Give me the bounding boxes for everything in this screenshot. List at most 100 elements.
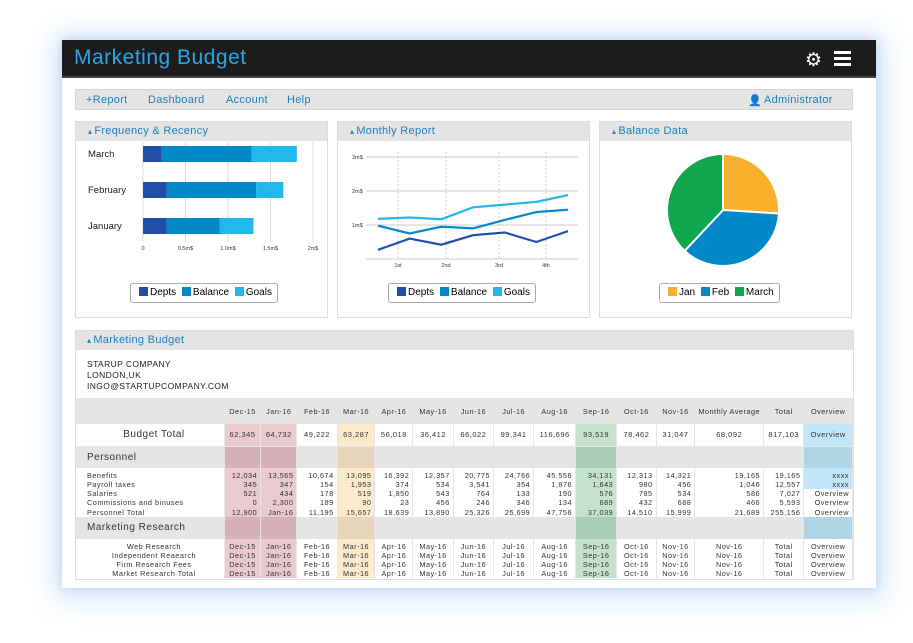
cell: 466	[694, 498, 765, 508]
line-depts	[377, 230, 569, 251]
table-row: Personnel Total 12,900 Jan-16 11,195 15,657 1…	[76, 507, 853, 517]
title-bar: Marketing Budget ⚙	[62, 40, 876, 78]
cell: Total	[763, 569, 805, 579]
cell: Feb-16	[296, 398, 338, 424]
cell: 36,412	[412, 424, 454, 447]
x-tick-label: 2m$	[308, 246, 319, 252]
nav-help[interactable]: Help	[287, 94, 311, 106]
cell: Jan-16	[260, 559, 298, 570]
cell	[493, 446, 535, 468]
cell	[694, 516, 765, 539]
cell: Feb-16	[296, 550, 338, 560]
cell: 7,027	[763, 489, 805, 499]
hamburger-icon[interactable]	[834, 51, 851, 69]
category-label: January	[88, 221, 122, 232]
cell: Dec-15	[224, 538, 262, 551]
cell: Nov-16	[656, 559, 696, 570]
cell: 12,313	[616, 468, 657, 480]
panel-title[interactable]: Balance Data	[600, 122, 851, 141]
cell: 178	[296, 489, 338, 499]
legend-depts: Depts	[150, 287, 177, 298]
nav-report[interactable]: +Report	[86, 94, 128, 106]
bar-balance	[166, 182, 257, 198]
nav-dashboard[interactable]: Dashboard	[148, 94, 205, 106]
cell	[616, 516, 657, 539]
legend-jan: Jan	[679, 287, 696, 298]
user-icon: 👤	[748, 95, 762, 107]
cell: Jan-16	[260, 507, 298, 517]
cell: Monthly Average	[694, 398, 765, 424]
table-title[interactable]: Marketing Budget	[76, 331, 853, 350]
cell: Nov-16	[694, 550, 765, 560]
cell: Total	[763, 398, 805, 424]
cell: 15,999	[656, 507, 696, 517]
cell: 93,519	[575, 424, 618, 447]
line-legend: Depts Balance Goals	[388, 283, 536, 303]
cell	[224, 516, 262, 539]
cell: 13,095	[337, 468, 376, 480]
cell: Jun-16	[453, 538, 495, 551]
cell: Jan-16	[260, 550, 298, 560]
panel-title[interactable]: Frequency & Recency	[76, 122, 327, 141]
cell: Feb-16	[296, 538, 338, 551]
overview-link[interactable]: Overview	[803, 498, 853, 508]
bar-depts	[143, 182, 167, 198]
cell: 347	[260, 480, 298, 490]
nav-account[interactable]: Account	[226, 94, 268, 106]
x-tick-label: 4th	[542, 263, 550, 269]
cell: 37,039	[575, 507, 618, 517]
cell: Total	[763, 559, 805, 570]
legend-balance: Balance	[450, 287, 488, 298]
x-tick-label: 1.5m$	[263, 246, 278, 252]
cell: 3,541	[453, 480, 495, 490]
cell: Nov-16	[694, 559, 765, 570]
cell: 47,756	[533, 507, 577, 517]
cell: 1,953	[337, 480, 376, 490]
monthly-panel: Monthly Report 1m$ 2m$ 3m$ 1st 2nd 3rd 4th Dep…	[337, 121, 590, 318]
cell: 154	[296, 480, 338, 490]
cell: Total	[763, 538, 805, 551]
y-tick-label: 2m$	[352, 189, 363, 195]
cell: 19,165	[694, 468, 765, 480]
gear-icon[interactable]: ⚙	[805, 50, 823, 71]
cell: 190	[533, 489, 577, 499]
overview-link[interactable]: Overview	[803, 507, 853, 517]
cell: 12,557	[763, 480, 805, 490]
cell	[374, 516, 414, 539]
bar-depts	[143, 218, 167, 234]
y-tick-label: 1m$	[352, 223, 363, 229]
table-row: Firm Research Fees Dec-15 Jan-16 Feb-16 Mar-…	[76, 559, 853, 570]
overview-link[interactable]: Overview	[803, 489, 853, 499]
cell: Salaries	[76, 489, 225, 499]
overview-link[interactable]: Overview	[803, 559, 853, 570]
user-menu[interactable]: Administrator	[764, 94, 833, 106]
section-title: Marketing Research	[76, 516, 225, 539]
cell: Mar-16	[337, 538, 376, 551]
overview-link[interactable]: Overview	[803, 398, 853, 424]
overview-link[interactable]: xxxx	[803, 480, 853, 490]
cell: 519	[337, 489, 376, 499]
cell	[694, 446, 765, 468]
cell: 534	[656, 489, 696, 499]
cell: Aug-16	[533, 538, 577, 551]
cell: 543	[412, 489, 454, 499]
overview-link[interactable]: Overview	[803, 424, 853, 447]
overview-link[interactable]: Overview	[803, 538, 853, 551]
cell: 21,689	[694, 507, 765, 517]
frequency-panel: Frequency & Recency 0 0.5m$ 1.0m$ 1.5m$ 2m$ M…	[75, 121, 328, 318]
overview-link[interactable]: Overview	[803, 569, 853, 579]
cell: Mar-16	[337, 569, 376, 579]
table-row: Salaries 521 434 178 519 1,850 543 764 133 190 576…	[76, 489, 853, 499]
cell	[453, 516, 495, 539]
overview-link[interactable]: xxxx	[803, 468, 853, 480]
cell: Dec-15	[224, 550, 262, 560]
cell: 817,103	[763, 424, 805, 447]
overview-link[interactable]: Overview	[803, 550, 853, 560]
cell: 2,300	[260, 498, 298, 508]
balance-panel: Balance Data Jan Feb March	[599, 121, 852, 318]
nav-bar: +Report Dashboard Account Help 👤 Adminis…	[75, 89, 853, 110]
panel-title[interactable]: Monthly Report	[338, 122, 589, 141]
budget-table-panel: Marketing Budget STARUP COMPANY LONDON,U…	[75, 330, 854, 580]
cell: Jan-16	[260, 538, 298, 551]
cell: Nov-16	[656, 398, 696, 424]
